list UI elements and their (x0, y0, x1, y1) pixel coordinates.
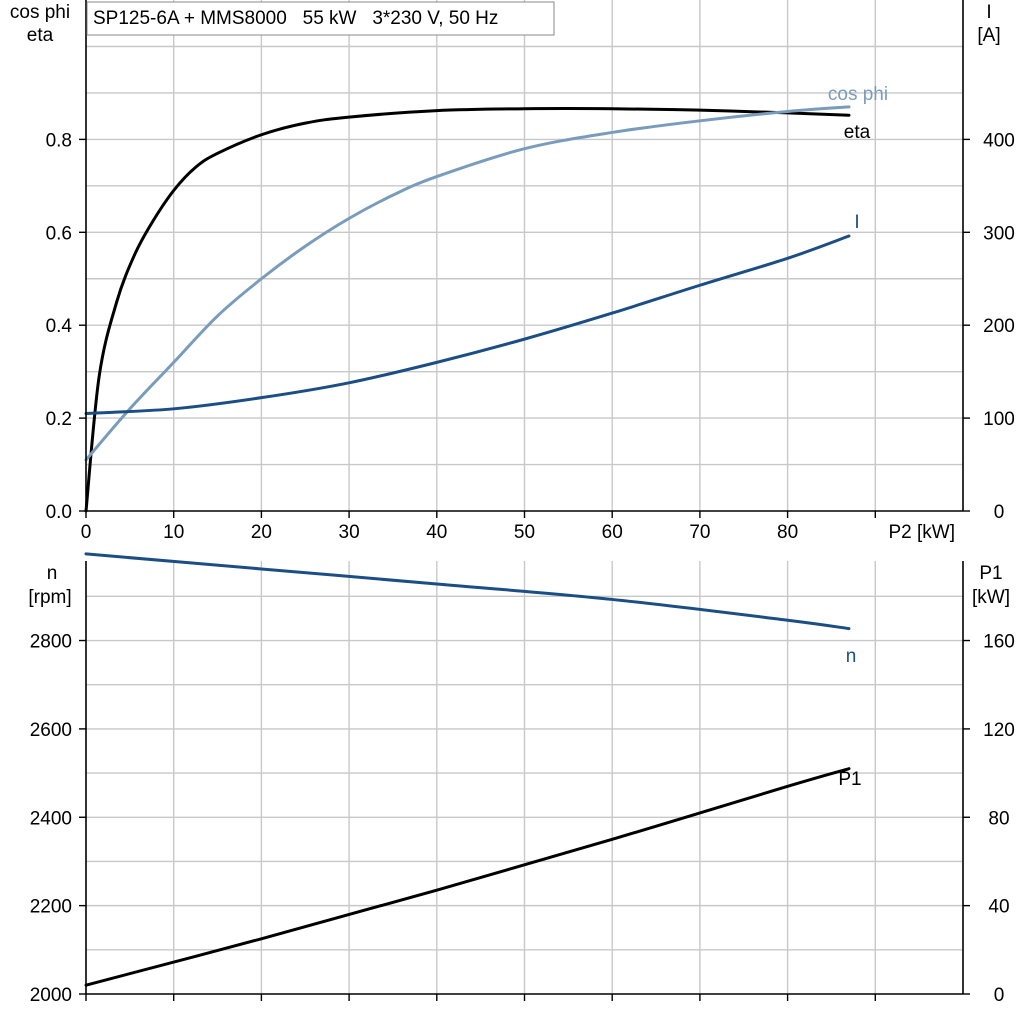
series-label-cos-phi: cos phi (828, 84, 888, 105)
bottom-left-tick-label: 2400 (30, 808, 72, 829)
bottom-grid (86, 561, 963, 994)
series-label-eta: eta (844, 122, 871, 143)
series-label-speed: n (846, 646, 857, 667)
x-tick-label: 20 (251, 522, 272, 543)
top-left-tick-label: 0.2 (46, 409, 72, 430)
top-right-tick-label: 200 (983, 316, 1015, 337)
series-label-power-input: P1 (838, 769, 861, 790)
y-left-label-top-line1: cos phi (10, 2, 70, 23)
bottom-right-tick-label: 80 (988, 808, 1009, 829)
bottom-right-tick-label: 120 (983, 720, 1015, 741)
bottom-right-tick-label: 160 (983, 632, 1015, 653)
y-left-label-bottom-line2: [rpm] (28, 587, 71, 608)
bottom-left-tick-label: 2800 (30, 632, 72, 653)
curve-cos-phi (84, 105, 851, 462)
top-right-tick-label: 300 (983, 223, 1015, 244)
y-right-label-top-line1: I (986, 2, 991, 23)
x-tick-label: 10 (163, 522, 184, 543)
curve-power-input (84, 767, 851, 987)
y-right-label-bottom-line1: P1 (979, 563, 1002, 584)
curve-speed (84, 552, 851, 631)
y-left-label-top-line2: eta (27, 25, 54, 46)
top-right-tick-label: 100 (983, 409, 1015, 430)
top-left-tick-label: 0.6 (46, 223, 72, 244)
curve-current (84, 234, 851, 415)
x-tick-label: 60 (602, 522, 623, 543)
series-label-current: I (854, 212, 859, 233)
top-curves (84, 105, 851, 513)
chart-title: SP125-6A + MMS8000 55 kW 3*230 V, 50 Hz (93, 8, 498, 29)
x-axis-label: P2 [kW] (888, 522, 955, 543)
bottom-curves (84, 552, 851, 987)
bottom-left-tick-label: 2600 (30, 720, 72, 741)
x-tick-label: 70 (689, 522, 710, 543)
y-right-label-bottom-line2: [kW] (972, 587, 1010, 608)
x-tick-label: 0 (81, 522, 92, 543)
bottom-left-tick-label: 2200 (30, 897, 72, 918)
bottom-left-tick-label: 2000 (30, 985, 72, 1006)
x-tick-label: 80 (777, 522, 798, 543)
top-right-tick-label: 0 (994, 502, 1005, 523)
bottom-axis-ticks: 2000 2200 2400 2600 2800 0 40 80 120 160 (30, 632, 1015, 1006)
bottom-right-tick-label: 40 (988, 897, 1009, 918)
bottom-right-tick-label: 0 (994, 985, 1005, 1006)
curve-eta (84, 107, 851, 513)
top-axis-ticks: 0.0 0.2 0.4 0.6 0.8 0 100 200 300 400 0 10 20 30 40 50 6… (46, 130, 1015, 543)
x-tick-label: 40 (426, 522, 447, 543)
chart-title-box (86, 1, 555, 36)
x-tick-label: 30 (339, 522, 360, 543)
y-right-label-top-line2: [A] (977, 25, 1000, 46)
top-left-tick-label: 0.4 (46, 316, 73, 337)
top-grid (86, 0, 963, 511)
top-chart-panel: 0.0 0.2 0.4 0.6 0.8 0 100 200 300 400 0 10 20 30 40 50 6… (10, 0, 1015, 543)
top-left-tick-label: 0.0 (46, 502, 72, 523)
top-right-tick-label: 400 (983, 130, 1015, 151)
x-tick-label: 50 (514, 522, 535, 543)
top-left-tick-label: 0.8 (46, 130, 72, 151)
y-left-label-bottom-line1: n (47, 563, 58, 584)
